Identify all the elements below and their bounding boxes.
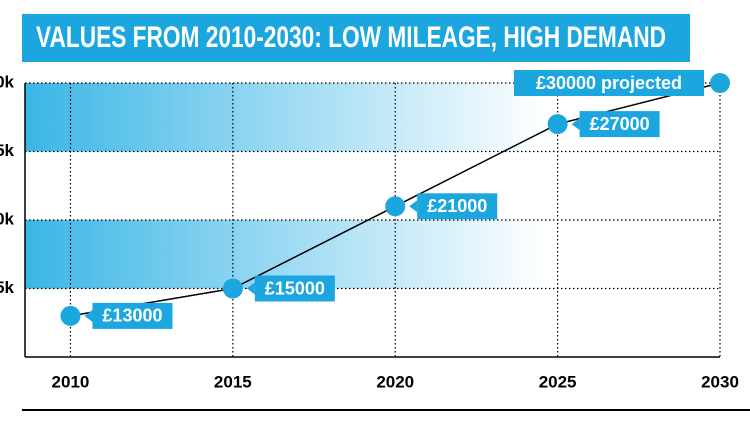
- y-tick-label: £20k: [0, 209, 15, 228]
- point: [547, 114, 568, 135]
- chart-title: VALUES FROM 2010-2030: LOW MILEAGE, HIGH…: [36, 21, 666, 54]
- label-pointer: [571, 118, 580, 131]
- label-box: [579, 111, 660, 138]
- x-tick-label: 2025: [539, 372, 577, 391]
- label-box: [254, 275, 335, 302]
- point: [60, 305, 81, 326]
- y-tick-label: £15k: [0, 278, 15, 297]
- data-label: £27000: [590, 114, 650, 134]
- point: [385, 196, 406, 217]
- y-tick-label: £25k: [0, 141, 15, 160]
- label-box: [514, 70, 704, 96]
- data-label: £15000: [265, 278, 325, 298]
- data-label: £13000: [102, 306, 162, 326]
- x-tick-label: 2020: [376, 372, 414, 391]
- point: [710, 73, 730, 93]
- label-pointer: [84, 309, 93, 322]
- x-tick-label: 2030: [701, 372, 739, 391]
- point: [222, 278, 243, 299]
- label-pointer: [246, 282, 255, 295]
- x-tick-label: 2015: [214, 372, 252, 391]
- label-pointer: [409, 200, 418, 213]
- title-banner: [22, 14, 690, 62]
- data-label: £30000 projected: [536, 73, 682, 93]
- data-label: £21000: [427, 196, 487, 216]
- y-tick-label: £30k: [0, 72, 15, 91]
- label-box: [417, 193, 498, 220]
- label-box: [92, 302, 173, 329]
- x-tick-label: 2010: [52, 372, 90, 391]
- band: [25, 220, 720, 289]
